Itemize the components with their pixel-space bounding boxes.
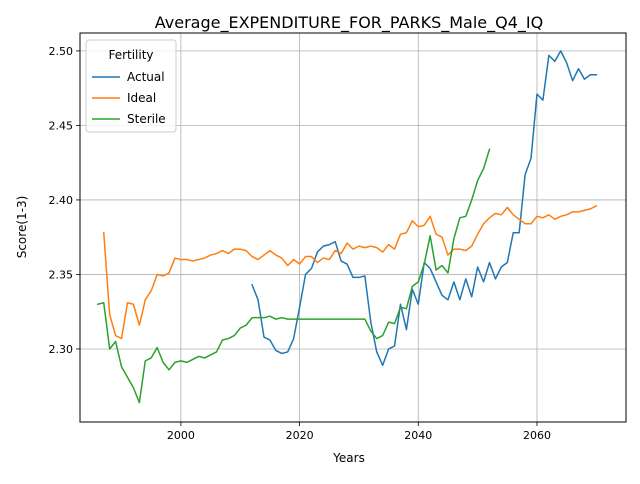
y-tick-label: 2.30: [49, 343, 74, 356]
legend-label-actual: Actual: [127, 70, 165, 84]
x-tick-label: 2040: [404, 429, 432, 442]
x-tick-label: 2060: [523, 429, 551, 442]
x-tick-label: 2020: [286, 429, 314, 442]
y-tick-label: 2.50: [49, 45, 74, 58]
y-tick-label: 2.40: [49, 194, 74, 207]
y-axis-label: Score(1-3): [15, 196, 29, 259]
y-tick-label: 2.45: [49, 119, 74, 132]
x-tick-label: 2000: [167, 429, 195, 442]
y-tick-label: 2.35: [49, 268, 74, 281]
legend-label-ideal: Ideal: [127, 91, 156, 105]
chart-title: Average_EXPENDITURE_FOR_PARKS_Male_Q4_IQ: [155, 13, 543, 33]
legend-title: Fertility: [108, 48, 153, 62]
legend: Fertility Actual Ideal Sterile: [86, 40, 176, 132]
legend-label-sterile: Sterile: [127, 112, 166, 126]
x-axis-label: Years: [332, 451, 365, 465]
